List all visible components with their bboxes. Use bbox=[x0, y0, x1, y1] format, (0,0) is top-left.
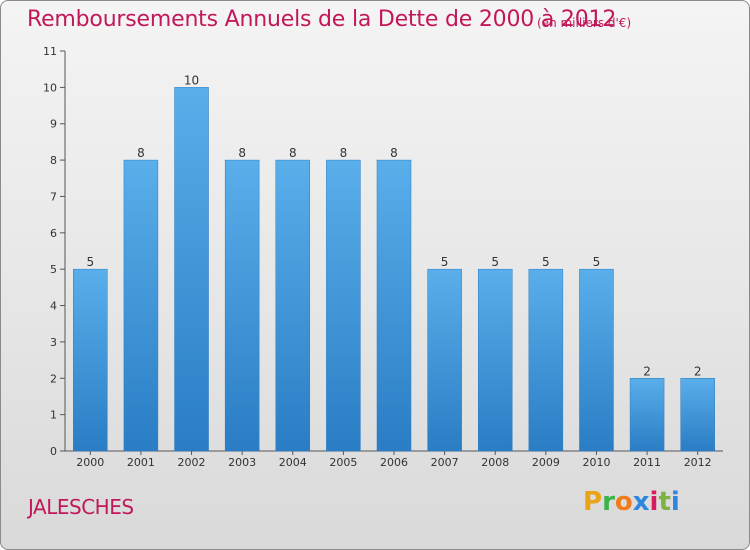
x-tick-label: 2005 bbox=[329, 456, 357, 469]
x-tick-label: 2002 bbox=[178, 456, 206, 469]
data-label: 8 bbox=[289, 146, 297, 160]
x-tick-label: 2008 bbox=[481, 456, 509, 469]
y-tick-label: 7 bbox=[50, 190, 57, 203]
y-tick-label: 5 bbox=[50, 263, 57, 276]
data-label: 5 bbox=[593, 255, 601, 269]
bar bbox=[376, 159, 412, 452]
x-tick-label: 2001 bbox=[127, 456, 155, 469]
bar bbox=[174, 87, 209, 452]
logo-letter: o bbox=[614, 487, 633, 517]
y-tick-label: 6 bbox=[50, 227, 57, 240]
chart-title: Remboursements Annuels de la Dette de 20… bbox=[27, 7, 617, 32]
data-label: 8 bbox=[238, 146, 246, 160]
data-label: 5 bbox=[441, 255, 449, 269]
logo-letter: i bbox=[670, 487, 680, 517]
bar bbox=[275, 159, 311, 452]
x-tick-label: 2007 bbox=[431, 456, 459, 469]
bar bbox=[73, 268, 108, 452]
x-tick-label: 2000 bbox=[76, 456, 104, 469]
bar bbox=[528, 268, 564, 452]
bar bbox=[680, 378, 715, 452]
logo-letter: r bbox=[602, 487, 615, 517]
data-label: 2 bbox=[643, 364, 651, 378]
data-label: 5 bbox=[86, 255, 94, 269]
chart-subtitle: (en milliers d'€) bbox=[537, 16, 632, 30]
y-tick-label: 4 bbox=[50, 300, 57, 313]
commune-name: JALESCHES bbox=[28, 495, 134, 519]
y-tick-label: 11 bbox=[43, 45, 57, 58]
y-tick-label: 1 bbox=[50, 409, 57, 422]
data-label: 10 bbox=[184, 73, 199, 87]
x-tick-label: 2003 bbox=[228, 456, 256, 469]
bar bbox=[629, 378, 665, 452]
x-tick-label: 2012 bbox=[684, 456, 712, 469]
bar bbox=[123, 159, 159, 452]
proxiti-logo: Proxiti bbox=[583, 487, 680, 517]
y-tick-label: 10 bbox=[43, 81, 57, 94]
data-label: 8 bbox=[390, 146, 398, 160]
data-label: 8 bbox=[340, 146, 348, 160]
x-tick-label: 2011 bbox=[633, 456, 661, 469]
bar bbox=[224, 159, 260, 452]
bar bbox=[427, 268, 462, 452]
x-tick-label: 2006 bbox=[380, 456, 408, 469]
y-tick-label: 9 bbox=[50, 118, 57, 131]
logo-letter: x bbox=[632, 487, 650, 517]
y-tick-label: 0 bbox=[50, 445, 57, 458]
y-tick-label: 3 bbox=[50, 336, 57, 349]
x-tick-label: 2010 bbox=[582, 456, 610, 469]
x-tick-label: 2009 bbox=[532, 456, 560, 469]
bar bbox=[477, 268, 513, 452]
logo-letter: t bbox=[658, 487, 671, 517]
x-tick-label: 2004 bbox=[279, 456, 307, 469]
data-label: 5 bbox=[491, 255, 499, 269]
bar bbox=[579, 268, 614, 452]
logo-letter: P bbox=[583, 487, 603, 517]
data-label: 8 bbox=[137, 146, 145, 160]
data-label: 5 bbox=[542, 255, 550, 269]
bar bbox=[326, 159, 361, 452]
y-tick-label: 2 bbox=[50, 372, 57, 385]
logo-letter: i bbox=[649, 487, 659, 517]
y-tick-label: 8 bbox=[50, 154, 57, 167]
data-label: 2 bbox=[694, 364, 702, 378]
